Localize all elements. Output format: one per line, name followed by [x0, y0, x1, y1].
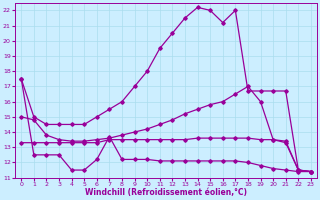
X-axis label: Windchill (Refroidissement éolien,°C): Windchill (Refroidissement éolien,°C) — [85, 188, 247, 197]
